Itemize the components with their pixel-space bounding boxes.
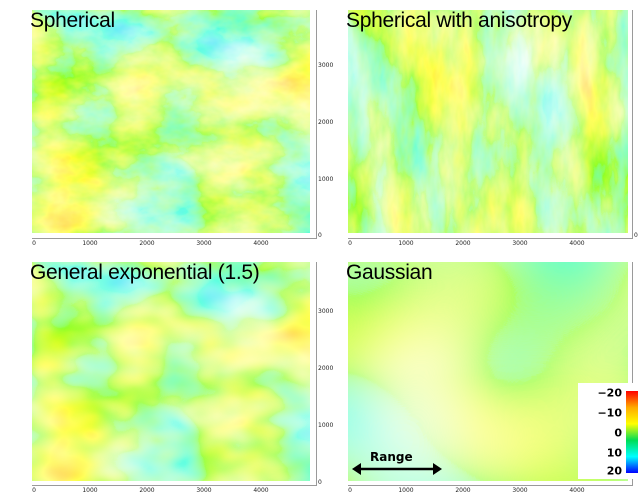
panel-title: Spherical [30,9,115,32]
panel-title: General exponential (1.5) [30,261,260,284]
x-tick: 0 [348,487,352,494]
x-tick: 4000 [569,487,585,494]
y-tick: 1000 [318,422,334,429]
axis-frame-3 [348,262,633,486]
x-tick: 0 [32,487,36,494]
panel-title: Spherical with anisotropy [346,9,572,32]
legend-color-bar [626,391,638,473]
field-svg-2 [32,262,310,481]
x-tick: 4000 [569,240,585,247]
x-tick: 3000 [196,487,212,494]
x-tick: 3000 [196,240,212,247]
x-tick: 0 [348,240,352,247]
x-tick: 1000 [82,487,98,494]
legend-label: 0 [614,426,622,440]
x-tick: 2000 [139,487,155,494]
x-tick: 4000 [253,487,269,494]
x-tick: 2000 [455,487,471,494]
axis-frame-1 [348,10,633,239]
y-tick: 3000 [318,308,334,315]
x-tick: 3000 [512,487,528,494]
y-tick: 0 [634,232,638,239]
range-label: Range [370,450,413,464]
range-annotation: Range [352,450,442,476]
legend-label: 10 [606,446,622,460]
double-arrow-icon [352,463,442,475]
y-tick: 0 [318,232,322,239]
color-legend: −20 −10 0 10 20 [578,383,642,479]
axis-frame-2 [32,262,317,486]
x-tick: 2000 [455,240,471,247]
x-tick: 0 [32,240,36,247]
field-svg-0 [32,10,310,233]
field-map-spherical [32,10,310,233]
x-tick: 2000 [139,240,155,247]
y-tick: 2000 [318,365,334,372]
y-tick: 1000 [318,176,334,183]
legend-label: −20 [597,386,622,400]
y-tick: 2000 [318,119,334,126]
field-map-general-exponential [32,262,310,481]
panel-title: Gaussian [346,261,433,284]
axis-frame-0 [32,10,317,239]
legend-label: 20 [606,464,622,478]
field-svg-1 [348,10,628,233]
x-tick: 3000 [512,240,528,247]
y-tick: 0 [318,479,322,486]
x-tick: 1000 [398,487,414,494]
legend-label: −10 [597,406,622,420]
y-tick: 3000 [318,62,334,69]
x-tick: 1000 [82,240,98,247]
field-map-spherical-anisotropy [348,10,628,233]
x-tick: 4000 [253,240,269,247]
x-tick: 1000 [398,240,414,247]
